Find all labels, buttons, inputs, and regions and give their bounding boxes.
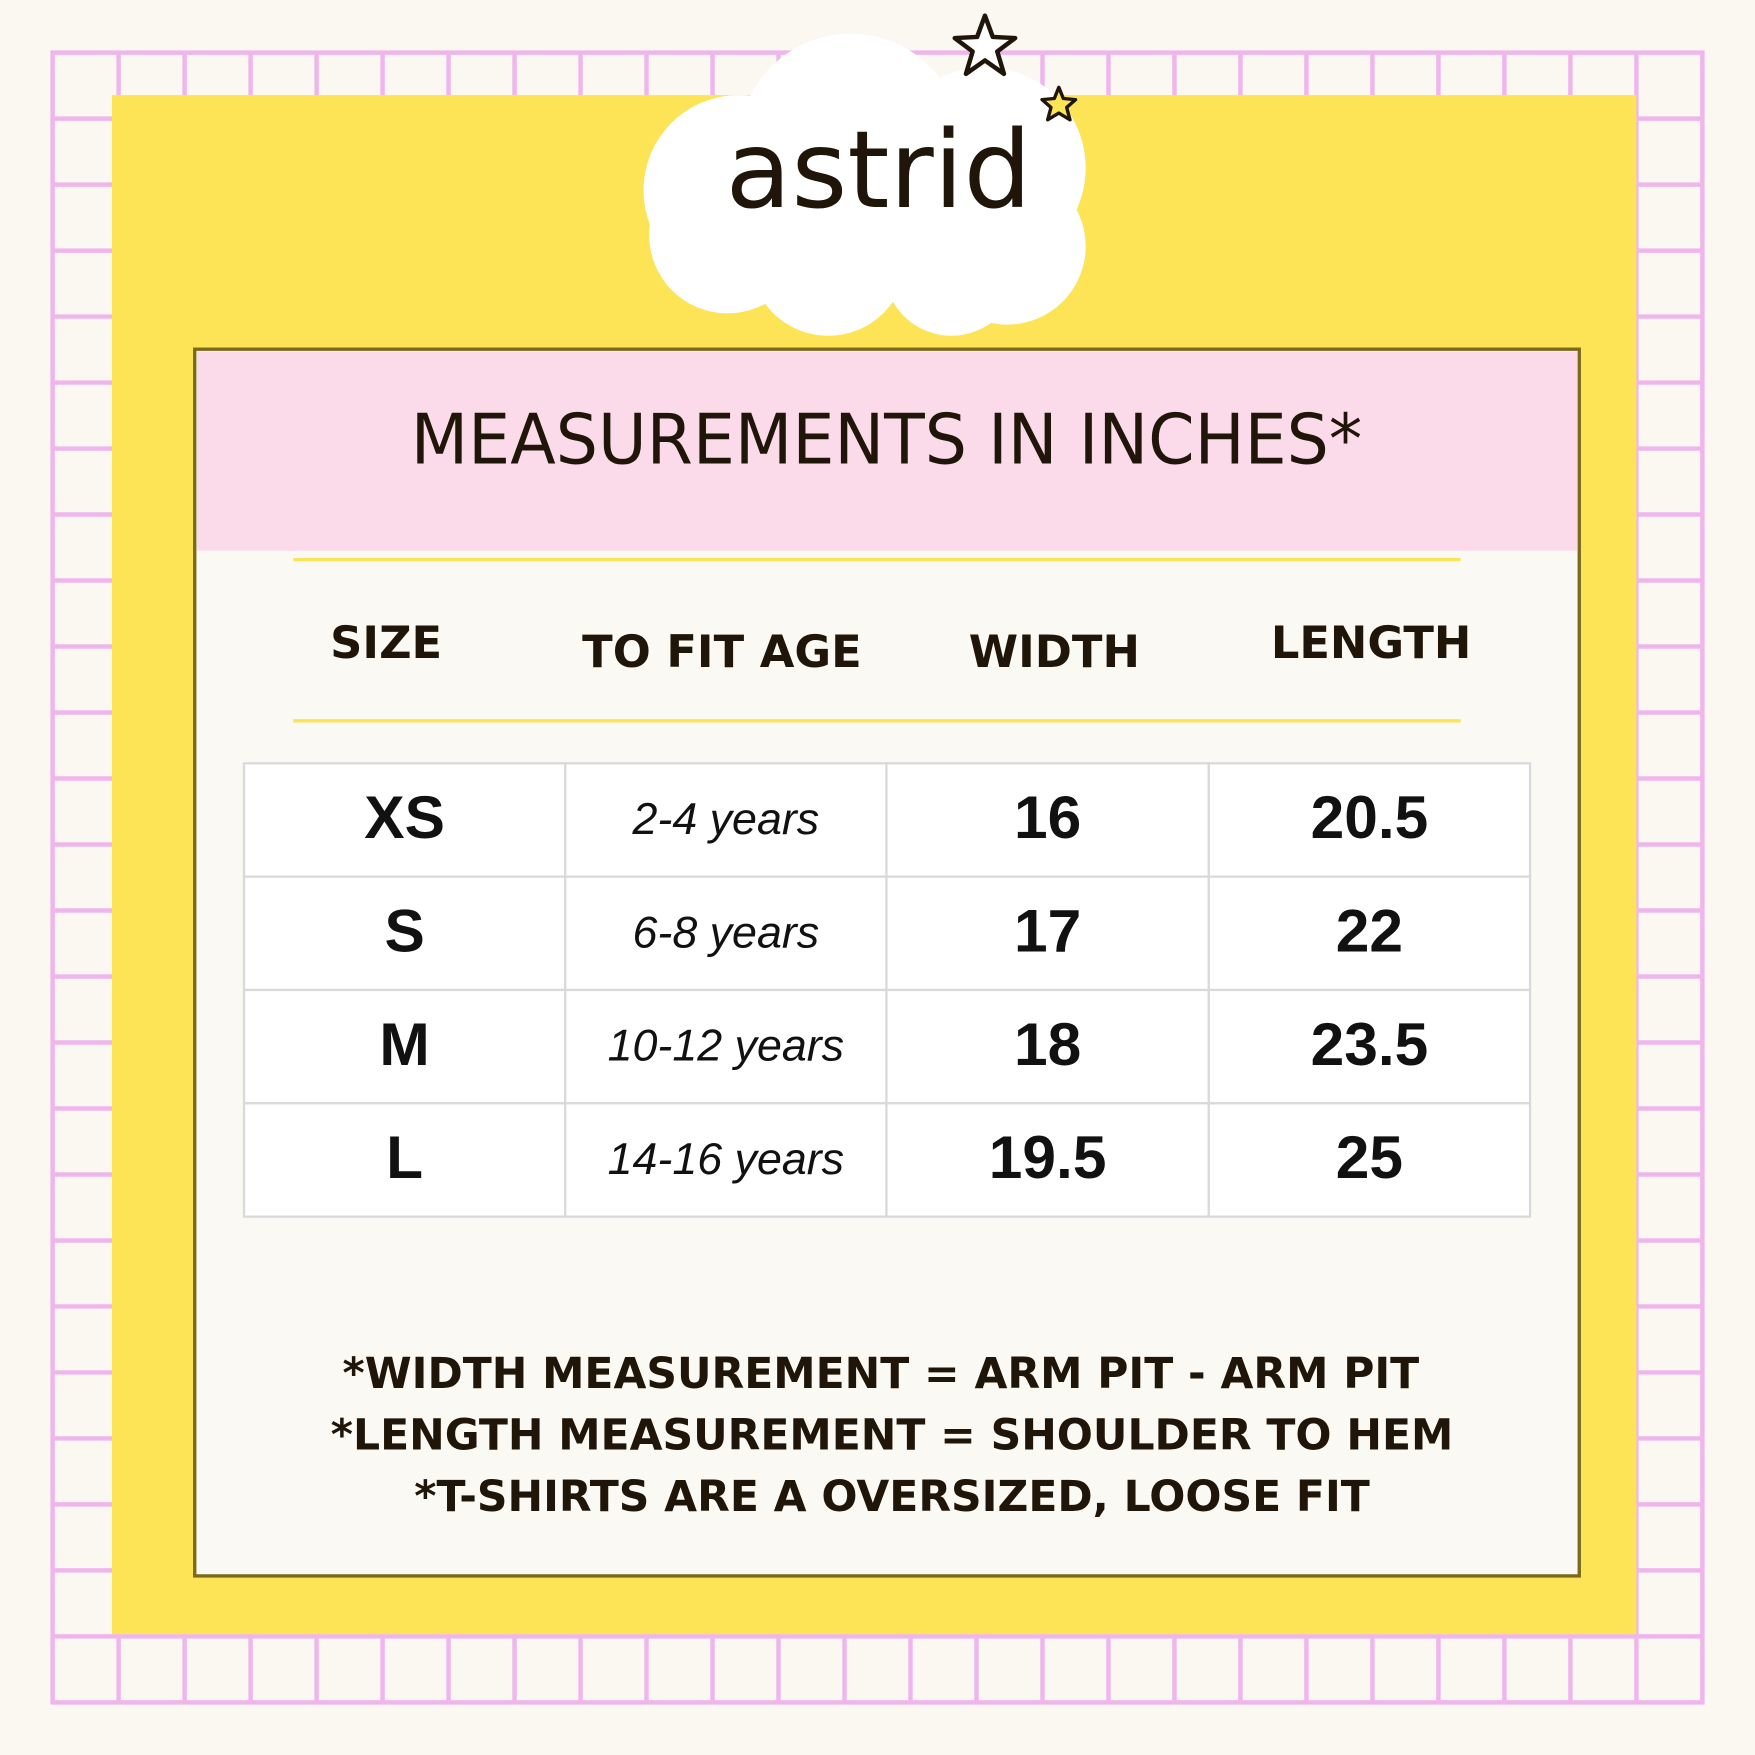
column-header: SIZE bbox=[330, 616, 442, 669]
value-cell: L bbox=[386, 1123, 423, 1191]
table-cell bbox=[885, 762, 1210, 878]
value-cell: 20.5 bbox=[1311, 783, 1429, 851]
value-cell: 19.5 bbox=[989, 1123, 1107, 1191]
column-header: LENGTH bbox=[1271, 616, 1472, 669]
size-table: SIZE TO FIT AGE WIDTH LENGTH XS 2-4 years 16 20… bbox=[242, 616, 1532, 1218]
table-cell bbox=[242, 988, 567, 1105]
table-cell bbox=[242, 762, 567, 878]
title: MEASUREMENTS IN INCHES* bbox=[411, 400, 1362, 480]
brand-logo: astrid bbox=[726, 108, 1032, 233]
value-cell: S bbox=[384, 897, 424, 965]
value-cell: 23.5 bbox=[1311, 1010, 1429, 1078]
star-icon bbox=[1040, 85, 1078, 122]
cloud bbox=[643, 33, 1086, 336]
age-cell: 6-8 years bbox=[633, 907, 820, 957]
table-cell bbox=[885, 875, 1210, 992]
value-cell: 16 bbox=[1014, 783, 1081, 851]
age-cell: 10-12 years bbox=[608, 1021, 844, 1071]
table-cell bbox=[885, 1102, 1210, 1218]
note: *T-SHIRTS ARE A OVERSIZED, LOOSE FIT bbox=[414, 1473, 1370, 1522]
title-band bbox=[196, 351, 1578, 551]
age-cell: 2-4 years bbox=[632, 794, 820, 844]
table-cell bbox=[1207, 1102, 1532, 1218]
value-cell: 22 bbox=[1336, 897, 1403, 965]
table-cell bbox=[242, 875, 567, 992]
column-header: TO FIT AGE bbox=[582, 625, 862, 678]
note: *WIDTH MEASUREMENT = ARM PIT - ARM PIT bbox=[343, 1350, 1420, 1399]
star-icon bbox=[952, 13, 1018, 77]
value-cell: M bbox=[379, 1010, 429, 1078]
table-cell bbox=[564, 988, 888, 1105]
column-header: WIDTH bbox=[969, 625, 1140, 678]
age-cell: 14-16 years bbox=[608, 1134, 844, 1184]
value-cell: 25 bbox=[1336, 1123, 1403, 1191]
table-cell bbox=[564, 1102, 888, 1218]
value-cell: XS bbox=[364, 783, 445, 851]
table-cell bbox=[242, 1102, 567, 1218]
note: *LENGTH MEASUREMENT = SHOULDER TO HEM bbox=[331, 1411, 1454, 1460]
table-cell bbox=[1207, 988, 1532, 1105]
table-cell bbox=[1207, 762, 1532, 878]
value-cell: 18 bbox=[1014, 1010, 1081, 1078]
value-cell: 17 bbox=[1014, 897, 1081, 965]
